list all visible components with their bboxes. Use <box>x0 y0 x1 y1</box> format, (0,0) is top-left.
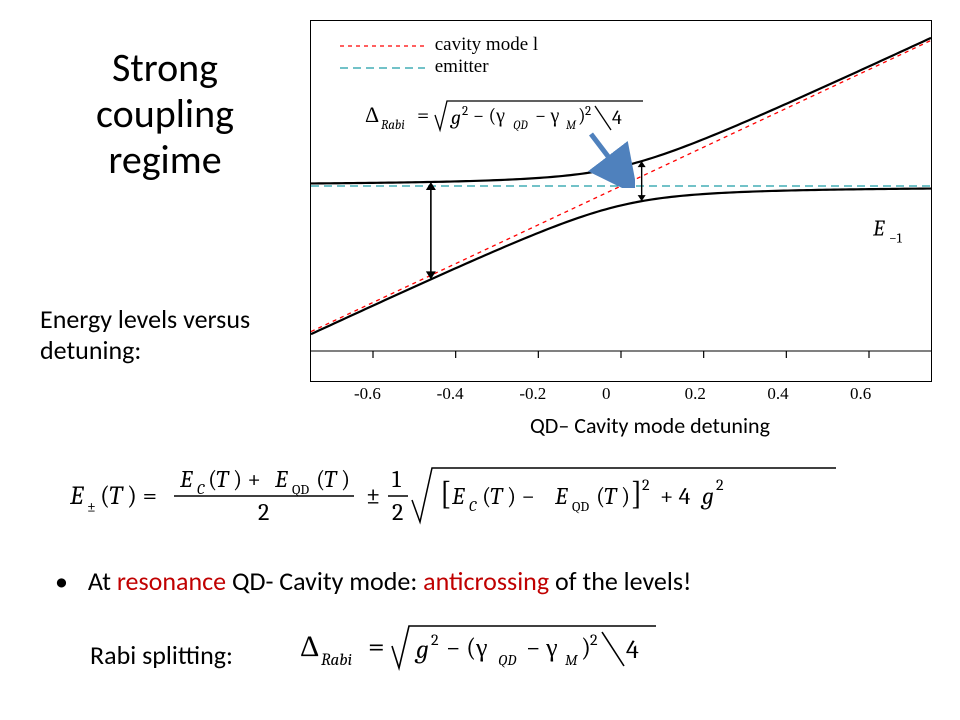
svg-text:E: E <box>274 465 288 493</box>
svg-text:T: T <box>324 465 338 493</box>
svg-text:T: T <box>490 482 504 510</box>
svg-text:g: g <box>700 482 714 510</box>
legend-emitter-label: emitter <box>435 56 489 77</box>
x-tick-label: -0.6 <box>354 384 381 404</box>
svg-text:Δ: Δ <box>300 629 319 664</box>
rabi-formula-bottom: Δ Rabi = g 2 − (γ QD − γ M ) 2 4 <box>300 618 660 674</box>
svg-text:E: E <box>451 482 465 510</box>
x-tick-label: -0.2 <box>519 384 546 404</box>
svg-text:− (γ: − (γ <box>473 104 505 127</box>
svg-text:2: 2 <box>462 104 468 119</box>
svg-text:E: E <box>872 215 885 241</box>
bullet-pre: At <box>88 565 117 597</box>
svg-text:±: ± <box>87 498 96 516</box>
svg-text:− γ: − γ <box>535 104 559 127</box>
x-tick-label: -0.4 <box>437 384 464 404</box>
svg-text:T: T <box>109 481 124 511</box>
svg-text:4: 4 <box>626 635 639 665</box>
svg-text:E: E <box>554 482 568 510</box>
svg-text:− γ: − γ <box>526 633 558 663</box>
svg-text:]: ] <box>631 475 642 512</box>
svg-text:2: 2 <box>258 498 269 526</box>
svg-text:2: 2 <box>392 498 403 526</box>
title-line1: Strongcouplingregime <box>96 43 234 184</box>
svg-text:=: = <box>417 102 429 128</box>
bullet-mid: QD- Cavity mode: <box>226 565 423 597</box>
svg-text:g: g <box>449 106 461 129</box>
svg-text:2: 2 <box>590 631 598 649</box>
svg-text:2: 2 <box>716 476 724 494</box>
svg-text:QD: QD <box>572 498 589 515</box>
x-tick-label: 0.6 <box>850 384 871 404</box>
svg-text:M: M <box>566 118 577 132</box>
main-formula: E ± ( T ) = E C ( T ) + E QD ( T ) 2 ± 1… <box>70 460 840 532</box>
svg-text:− (γ: − (γ <box>446 633 488 663</box>
svg-text:T: T <box>216 465 230 493</box>
bullet-post: of the levels! <box>549 565 691 597</box>
svg-text:g: g <box>414 635 429 665</box>
svg-text:Δ: Δ <box>365 102 379 128</box>
svg-text:): ) <box>621 482 630 510</box>
svg-text:=: = <box>368 629 385 664</box>
legend-cavity: cavity mode l <box>340 34 538 56</box>
x-tick-label: 0.4 <box>767 384 788 404</box>
svg-text:) =: ) = <box>127 481 157 511</box>
svg-text:[: [ <box>440 475 451 512</box>
svg-text:): ) <box>341 465 350 493</box>
svg-text:Rabi: Rabi <box>321 651 352 670</box>
svg-text:) −: ) − <box>507 482 535 510</box>
x-ticks: -0.6 -0.4 -0.2 0 0.2 0.4 0.6 <box>310 384 930 406</box>
svg-text:2: 2 <box>431 631 439 649</box>
svg-text:QD: QD <box>498 651 516 669</box>
svg-text:2: 2 <box>585 104 591 119</box>
svg-text:C: C <box>469 497 477 515</box>
svg-text:) +: ) + <box>233 465 261 493</box>
x-tick-label: 0 <box>602 384 611 404</box>
page-title: Strongcouplingregime <box>40 45 290 183</box>
bullet-icon: • <box>55 565 68 597</box>
svg-text:4: 4 <box>612 106 622 129</box>
blue-arrow-icon <box>585 128 635 193</box>
svg-text:T: T <box>604 482 618 510</box>
rabi-label: Rabi splitting: <box>90 640 233 671</box>
svg-text:+ 4: + 4 <box>660 482 691 510</box>
svg-text:Rabi: Rabi <box>381 118 405 133</box>
legend: cavity mode l emitter <box>340 34 538 78</box>
bullet-resonance: resonance <box>117 565 226 597</box>
x-axis-label: QD– Cavity mode detuning <box>530 412 770 439</box>
bullet-anticrossing-word: anticrossing <box>423 565 549 597</box>
svg-text:1: 1 <box>392 465 401 493</box>
svg-text:C: C <box>197 480 205 498</box>
x-tick-label: 0.2 <box>685 384 706 404</box>
svg-text:±: ± <box>366 481 380 511</box>
svg-text:QD: QD <box>513 118 528 132</box>
svg-text:−1: −1 <box>889 229 903 246</box>
bullet-anticrossing: • At resonance QD- Cavity mode: anticros… <box>55 565 691 597</box>
caption-text: Energy levels versusdetuning: <box>40 303 250 366</box>
legend-emitter: emitter <box>340 56 538 78</box>
caption-energy-levels: Energy levels versusdetuning: <box>40 304 310 366</box>
legend-cavity-label: cavity mode l <box>435 34 538 55</box>
svg-text:2: 2 <box>642 476 650 494</box>
svg-text:M: M <box>565 651 578 669</box>
svg-text:E: E <box>179 465 193 493</box>
svg-text:E: E <box>70 481 84 511</box>
